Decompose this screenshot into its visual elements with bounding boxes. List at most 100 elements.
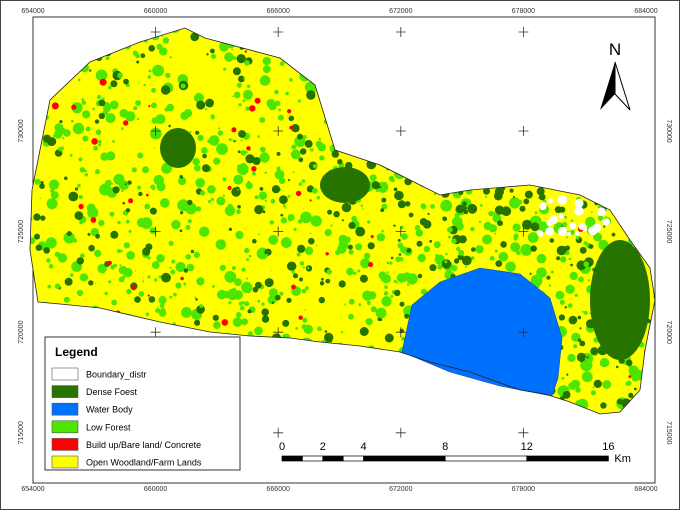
coordinate-labels: 654000 654000 660000 660000 666000 666000 6720…: [18, 8, 672, 493]
cover-patch: [301, 179, 306, 184]
dense-forest-patch: [590, 240, 650, 360]
cover-patch: [577, 315, 582, 320]
cover-patch: [224, 271, 237, 283]
x-label-bottom: 654000: [21, 486, 44, 493]
cover-patch: [68, 191, 79, 202]
cover-patch: [527, 232, 539, 243]
cover-patch: [324, 229, 332, 237]
cover-patch: [127, 180, 132, 185]
cover-patch: [583, 261, 589, 268]
cover-patch: [155, 308, 161, 314]
cover-patch: [414, 225, 421, 231]
cover-patch: [310, 148, 314, 152]
cover-patch: [235, 312, 242, 318]
cover-patch: [95, 233, 100, 239]
bare-patch: [545, 227, 554, 236]
cover-patch: [202, 164, 210, 173]
cover-patch: [156, 182, 166, 192]
cover-patch: [362, 208, 364, 210]
cover-patch: [271, 185, 281, 194]
cover-patch: [142, 247, 151, 256]
cover-patch: [573, 389, 575, 391]
legend-label: Dense Foest: [86, 387, 138, 397]
scale-segment: [363, 455, 446, 462]
cover-patch: [445, 252, 448, 256]
cover-patch: [280, 237, 292, 249]
grid-cross: [273, 126, 284, 136]
cover-patch: [144, 203, 151, 210]
cover-patch: [247, 309, 252, 314]
cover-patch: [309, 199, 312, 202]
cover-patch: [108, 85, 112, 90]
cover-patch: [355, 243, 363, 251]
grid-cross: [395, 126, 406, 136]
cover-patch: [132, 50, 138, 56]
cover-patch: [407, 198, 409, 200]
grid-cross: [273, 226, 284, 237]
cover-patch: [109, 211, 115, 217]
x-label-top: 654000: [21, 8, 44, 15]
cover-patch: [259, 75, 271, 86]
cover-patch: [307, 267, 310, 270]
cover-patch: [568, 257, 572, 261]
cover-patch: [245, 150, 248, 154]
cover-patch: [555, 227, 559, 231]
cover-patch: [238, 75, 245, 83]
legend-title: Legend: [55, 345, 98, 359]
cover-patch: [276, 151, 281, 156]
cover-patch: [483, 187, 490, 195]
cover-patch: [122, 201, 125, 205]
cover-patch: [262, 56, 271, 66]
bare-patch: [601, 219, 606, 223]
grid-cross: [395, 327, 406, 338]
cover-patch: [74, 187, 79, 191]
cover-patch: [168, 124, 171, 128]
cover-patch: [185, 225, 191, 230]
cover-patch: [241, 162, 247, 169]
cover-patch: [565, 284, 575, 294]
cover-patch: [213, 157, 221, 165]
cover-patch: [151, 87, 157, 93]
cover-patch: [80, 253, 85, 258]
cover-patch: [505, 261, 516, 273]
cover-patch: [72, 122, 85, 135]
cover-patch: [567, 353, 576, 362]
cover-patch: [603, 225, 606, 228]
cover-patch: [192, 157, 200, 166]
cover-patch: [259, 146, 266, 153]
cover-patch: [154, 278, 158, 282]
cover-patch: [451, 238, 457, 244]
cover-patch: [560, 256, 567, 263]
cover-patch: [187, 219, 192, 224]
cover-patch: [210, 115, 215, 120]
cover-patch: [482, 234, 493, 245]
cover-patch: [96, 94, 102, 100]
cover-patch: [389, 261, 393, 265]
cover-patch: [333, 211, 340, 218]
cover-patch: [231, 266, 236, 271]
cover-patch: [142, 280, 145, 283]
cover-patch: [116, 249, 121, 254]
bare-patch: [558, 226, 568, 236]
cover-patch: [219, 264, 226, 271]
cover-patch: [265, 253, 268, 257]
cover-patch: [299, 277, 303, 282]
cover-patch: [133, 106, 138, 111]
cover-patch: [240, 305, 245, 311]
cover-patch: [318, 296, 325, 304]
cover-patch: [387, 300, 392, 305]
cover-patch: [148, 45, 155, 52]
cover-patch: [274, 100, 281, 107]
cover-patch: [95, 129, 102, 135]
cover-patch: [569, 271, 578, 281]
bare-patch: [566, 231, 571, 236]
cover-patch: [291, 284, 296, 290]
cover-patch: [153, 118, 160, 124]
cover-patch: [562, 221, 568, 228]
cover-patch: [526, 192, 530, 197]
cover-patch: [423, 245, 431, 253]
cover-patch: [287, 194, 291, 198]
cover-patch: [88, 280, 94, 286]
cover-patch: [40, 215, 46, 221]
cover-patch: [628, 392, 634, 398]
